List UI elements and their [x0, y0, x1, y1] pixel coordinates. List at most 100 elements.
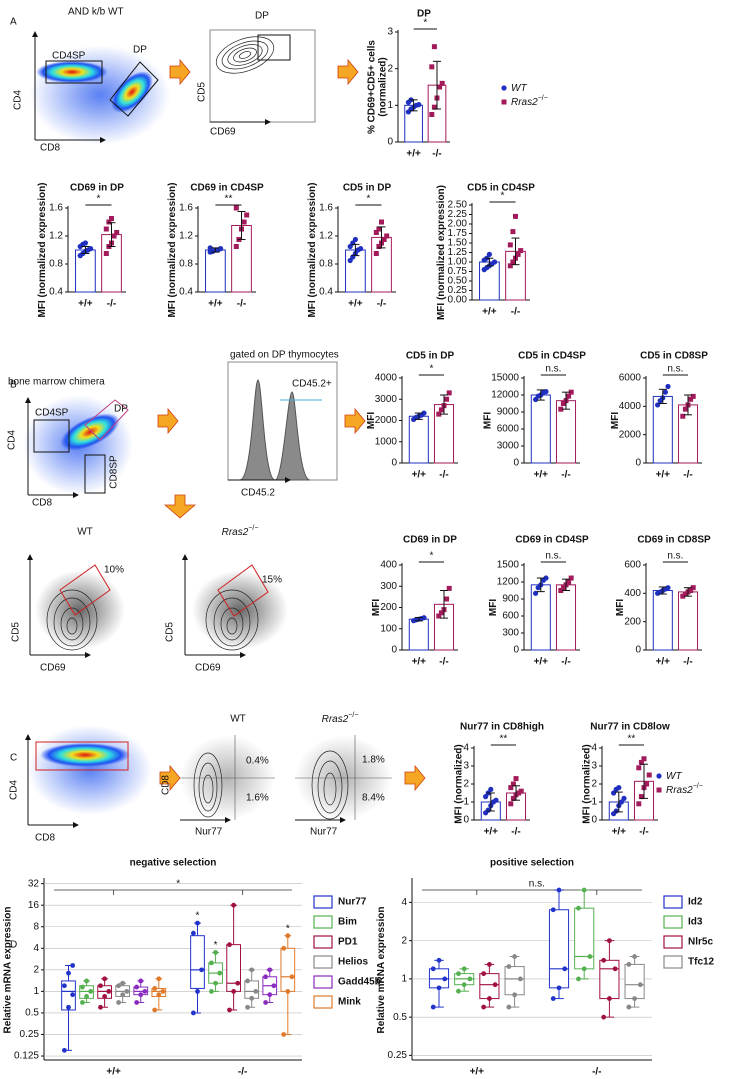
- y-tick-label: 4: [401, 897, 407, 908]
- data-point: [142, 988, 148, 994]
- x-tick-label: -/-: [511, 307, 520, 318]
- legend-marker: [313, 955, 333, 969]
- data-point: [518, 248, 524, 254]
- data-point: [456, 988, 461, 994]
- legend-label: Tfc12: [688, 957, 715, 968]
- y-tick-label: 0.25: [448, 285, 468, 296]
- y-tick-label: 4000: [619, 401, 642, 412]
- y-axis-label: (normalized): [377, 57, 388, 116]
- significance: *: [214, 940, 218, 951]
- x-tick-label: +/+: [348, 299, 363, 310]
- data-point: [231, 902, 237, 908]
- chart-title: CD69 in CD4SP: [515, 535, 589, 546]
- data-point: [70, 992, 76, 998]
- data-point: [688, 396, 694, 402]
- panel-letter: C: [10, 753, 17, 764]
- flow-label: Nur77: [195, 827, 223, 838]
- x-tick-label: -/-: [107, 299, 116, 310]
- data-point: [352, 236, 358, 243]
- data-point: [612, 966, 618, 972]
- data-point: [156, 976, 162, 982]
- flow-label: bone marrow chimera: [8, 377, 105, 388]
- data-point: [601, 1014, 607, 1020]
- y-tick-label: 2: [463, 779, 469, 790]
- data-point: [235, 980, 241, 986]
- legend-label-sup: −/−: [538, 95, 548, 102]
- chart-title: CD69 in DP: [403, 535, 457, 546]
- significance: *: [286, 923, 290, 934]
- x-tick-label: +/+: [412, 657, 427, 668]
- y-axis-label: MFI: [366, 412, 377, 429]
- data-point: [124, 988, 130, 994]
- data-point: [120, 992, 126, 998]
- y-tick-label: 6000: [619, 373, 642, 384]
- box: [574, 907, 595, 970]
- box: [548, 909, 570, 989]
- significance: **: [628, 734, 636, 745]
- data-point: [416, 102, 422, 108]
- data-point: [550, 996, 556, 1001]
- y-axis-label: Relative mRNA expression: [3, 907, 14, 1034]
- data-point: [116, 983, 121, 989]
- x-tick-label: -/-: [683, 657, 692, 668]
- legend-label: PD1: [338, 937, 358, 948]
- y-axis-label: MFI (normalized): [581, 744, 592, 823]
- y-tick-label: 9000: [497, 407, 520, 418]
- comparison: *: [176, 879, 180, 890]
- data-point: [267, 992, 273, 998]
- y-tick-label: 0.8: [49, 259, 63, 270]
- data-point: [680, 413, 686, 419]
- legend-label: Id3: [688, 917, 703, 928]
- significance: *: [500, 191, 504, 202]
- data-point: [98, 983, 103, 989]
- data-point: [199, 967, 205, 973]
- data-point: [103, 251, 109, 256]
- data-point: [682, 591, 688, 597]
- flow-label: CD45.2: [241, 488, 275, 499]
- data-point: [636, 801, 642, 807]
- y-tick-label: 15000: [491, 373, 519, 384]
- y-tick-label: 2.50: [448, 200, 468, 211]
- data-point: [430, 966, 436, 972]
- flow-label: 10%: [104, 565, 124, 576]
- data-point: [665, 383, 671, 390]
- data-point: [510, 795, 516, 801]
- data-point: [487, 962, 492, 967]
- y-tick-label: 1.6: [179, 203, 193, 214]
- legend-label-gene: WT: [511, 83, 527, 94]
- x-tick-label: -/-: [439, 657, 448, 668]
- data-point: [665, 585, 671, 591]
- data-point: [444, 396, 450, 402]
- y-tick-label: 12000: [491, 390, 519, 401]
- data-point: [510, 781, 516, 787]
- data-point: [66, 1004, 71, 1010]
- y-tick-label: 4: [463, 743, 469, 754]
- flow-label: WT: [77, 527, 93, 538]
- x-tick-label: +/+: [406, 149, 421, 160]
- data-point: [114, 230, 120, 235]
- data-point: [513, 776, 519, 782]
- y-axis-label: MFI (normalized expression): [167, 182, 178, 317]
- data-point: [566, 579, 572, 585]
- data-point: [436, 957, 442, 963]
- data-point: [576, 905, 581, 911]
- data-point: [510, 259, 516, 265]
- data-point: [249, 995, 255, 1001]
- y-tick-label: 3000: [375, 394, 398, 405]
- data-point: [281, 1032, 287, 1037]
- data-point: [638, 794, 644, 800]
- legend-label-sup: −/−: [693, 783, 703, 790]
- chart-title: Nur77 in CD8low: [590, 722, 670, 733]
- data-point: [289, 974, 295, 980]
- legend-marker: [313, 895, 333, 909]
- legend-label: Rras2−/−: [511, 95, 548, 107]
- flow-label: CD4: [9, 780, 20, 800]
- x-tick-label: +/+: [78, 299, 93, 310]
- data-point: [581, 887, 587, 893]
- y-tick-label: 8: [33, 921, 39, 932]
- legend-marker: [663, 915, 683, 929]
- significance: n.s.: [545, 364, 561, 375]
- y-tick-label: 1: [33, 986, 39, 997]
- data-point: [483, 794, 489, 800]
